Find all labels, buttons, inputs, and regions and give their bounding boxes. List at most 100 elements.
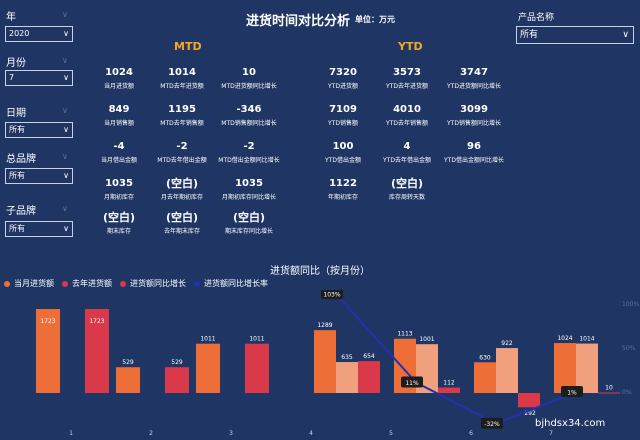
mtd-kpi-value: -2 [243, 141, 255, 152]
brand-select-value: 所有 [9, 171, 25, 180]
month-select-value: 7 [9, 73, 15, 82]
product-select[interactable]: 所有 ∨ [516, 26, 634, 44]
bar [165, 367, 189, 393]
chevron-icon: ∨ [62, 106, 68, 115]
mtd-kpi-card: (空白) 去年期末库存 [145, 211, 219, 236]
mtd-kpi-label: 月期初库存同比增长 [221, 194, 276, 201]
ytd-title: YTD [398, 40, 423, 53]
line-data-label: 1% [567, 390, 577, 397]
ytd-kpi-value: 4 [403, 141, 411, 152]
legend-item[interactable]: 去年进货额 [62, 279, 116, 288]
bar-data-label: 112 [443, 380, 455, 387]
ytd-kpi-value: 3747 [460, 67, 488, 78]
subbrand-select[interactable]: 所有 ∨ [5, 221, 73, 237]
bar-data-label: 1024 [557, 335, 572, 342]
legend-item[interactable]: 进货额同比增长率 [194, 279, 272, 288]
chevron-icon: ∨ [62, 10, 68, 19]
mtd-kpi-value: -346 [236, 104, 262, 115]
mtd-kpi-label: 期末库存同比增长 [224, 228, 273, 235]
ytd-kpi-value: 3099 [460, 104, 488, 115]
bar-data-label: 630 [479, 354, 491, 361]
year-select-value: 2020 [9, 29, 30, 38]
mtd-kpi-card: 1195 MTD去年销售额 [145, 104, 219, 127]
mtd-kpi-card: 849 当月销售额 [82, 104, 156, 127]
bar-data-label: 654 [363, 353, 375, 360]
mtd-kpi-value: (空白) [232, 211, 266, 224]
bar-data-label: 1011 [200, 336, 215, 343]
bar-data-label: 922 [501, 340, 513, 347]
line-label-box [481, 417, 503, 429]
mtd-kpi-label: 当月进货额 [103, 83, 134, 90]
mtd-kpi-card: 1035 月期初库存同比增长 [212, 178, 286, 201]
mtd-kpi-label: MTD去年借出金额 [157, 157, 207, 164]
bar-data-label: 1011 [249, 336, 264, 343]
subbrand-select-value: 所有 [9, 224, 25, 233]
right-axis-tick-label: 0% [622, 389, 632, 396]
right-axis-tick-label: 50% [622, 345, 636, 352]
legend-dot-icon [62, 280, 68, 287]
mtd-kpi-card: -346 MTD销售额同比增长 [212, 104, 286, 127]
mtd-kpi-label: 期末库存 [106, 228, 131, 235]
x-tick-label: 1 [69, 430, 73, 437]
bar [336, 362, 358, 393]
ytd-kpi-label: 库存周转天数 [388, 194, 425, 201]
year-select[interactable]: 2020 ∨ [5, 26, 73, 42]
ytd-kpi-card: 4010 YTD去年销售额 [370, 104, 444, 127]
mtd-kpi-value: 10 [242, 67, 256, 78]
monthly-purchase-chart: 100% 50% 0% 1723 1723 1 529 529 2 1011 1011 3 1289 63… [36, 290, 639, 437]
legend-item[interactable]: 当月进货额 [4, 279, 58, 288]
mtd-kpi-label: 去年期末库存 [163, 228, 200, 235]
ytd-kpi-card: 100 YTD借出金额 [306, 141, 380, 164]
mtd-kpi-value: (空白) [165, 211, 199, 224]
x-tick-label: 4 [309, 430, 313, 437]
chevron-down-icon: ∨ [63, 73, 69, 82]
legend-label: 去年进货额 [72, 279, 112, 288]
legend-item[interactable]: 进货额同比增长 [120, 279, 190, 288]
bar-data-label: -292 [522, 410, 536, 417]
ytd-kpi-card: 7320 YTD进货额 [306, 67, 380, 90]
page-title: 进货时间对比分析 [246, 14, 351, 29]
line-label-box [401, 376, 423, 388]
mtd-kpi-label: 当月借出金额 [100, 157, 137, 164]
line-data-label: -32% [484, 421, 500, 428]
ytd-kpi-label: YTD去年进货额 [386, 83, 428, 90]
x-tick-label: 7 [549, 430, 553, 437]
mtd-kpi-label: MTD销售额同比增长 [221, 120, 277, 127]
ytd-kpi-label: YTD进货额同比增长 [447, 83, 501, 90]
legend-label: 进货额同比增长 [130, 279, 186, 288]
bar-data-label: 10 [605, 385, 613, 392]
line-data-label: 11% [405, 380, 419, 387]
ytd-kpi-value: 7109 [329, 104, 357, 115]
brand-filter-label: 总品牌 [6, 154, 36, 165]
chevron-icon: ∨ [62, 152, 68, 161]
mtd-kpi-value: 849 [108, 104, 130, 115]
ytd-kpi-label: YTD去年借出金额 [383, 157, 431, 164]
bar-data-label: 1289 [317, 322, 332, 329]
ytd-kpi-label: 年期初库存 [327, 194, 358, 201]
ytd-kpi-label: YTD销售额 [328, 120, 358, 127]
ytd-kpi-value: 7320 [329, 67, 357, 78]
ytd-kpi-value: (空白) [390, 177, 424, 190]
mtd-kpi-label: 当月销售额 [103, 120, 134, 127]
chevron-down-icon: ∨ [63, 29, 69, 38]
date-select[interactable]: 所有 ∨ [5, 122, 73, 138]
bar [474, 362, 496, 393]
ytd-kpi-value: 4010 [393, 104, 421, 115]
date-filter-label: 日期 [6, 108, 26, 119]
month-select[interactable]: 7 ∨ [5, 70, 73, 86]
brand-select[interactable]: 所有 ∨ [5, 168, 73, 184]
mtd-kpi-value: 1035 [105, 178, 133, 189]
mtd-kpi-value: -4 [113, 141, 125, 152]
year-filter-label: 年 [6, 12, 16, 23]
mtd-kpi-value: 1024 [105, 67, 133, 78]
line-label-box [561, 386, 583, 398]
ytd-kpi-card: 3747 YTD进货额同比增长 [437, 67, 511, 90]
mtd-title: MTD [174, 40, 202, 53]
bar [496, 348, 518, 393]
bar [85, 309, 109, 393]
bar [196, 343, 220, 393]
legend-dot-icon [120, 280, 126, 287]
mtd-kpi-value: (空白) [165, 177, 199, 190]
ytd-kpi-label: YTD销售额同比增长 [447, 120, 501, 127]
ytd-kpi-card: 1122 年期初库存 [306, 178, 380, 201]
